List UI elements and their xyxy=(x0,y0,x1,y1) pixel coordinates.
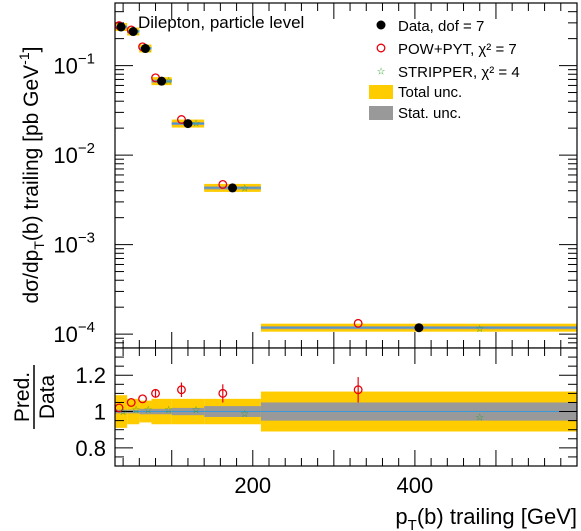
y-axis-label-sup: -1 xyxy=(16,52,32,65)
pow-pyt-point xyxy=(353,318,363,328)
ratio-y-tick-label: 0.8 xyxy=(75,436,106,461)
stripper-point: ☆ xyxy=(475,324,484,335)
stripper-point: ☆ xyxy=(240,409,249,420)
data-point xyxy=(116,22,126,32)
ratio-y-tick-label: 1 xyxy=(94,400,106,425)
ratio-y-axis-label: Pred. Data xyxy=(11,365,59,429)
data-point xyxy=(140,44,150,54)
stripper-point: ☆ xyxy=(192,405,201,416)
y-tick-label: 10−1 xyxy=(53,51,95,79)
y-tick-base: 10 xyxy=(53,322,77,347)
pow-pyt-point xyxy=(177,385,186,395)
pow-pyt-point xyxy=(138,394,148,404)
y-axis-label-c: ] xyxy=(20,47,43,53)
top-plot-area xyxy=(115,3,577,348)
pow-pyt-point xyxy=(376,43,386,53)
pow-pyt-point xyxy=(218,388,228,398)
y-tick-exp: −3 xyxy=(78,230,95,247)
data-point xyxy=(376,20,386,30)
y-axis-label-a: dσ/dp xyxy=(20,250,43,304)
stripper-point: ☆ xyxy=(132,405,141,416)
ratio-label-denominator: Data xyxy=(36,375,59,420)
x-axis-label-p: p xyxy=(395,504,407,529)
y-axis-label-sub: T xyxy=(31,241,47,250)
stripper-point: ☆ xyxy=(164,405,173,416)
stripper-point: ☆ xyxy=(192,118,201,129)
legend: Data, dof = 7 POW+PYT, χ² = 7 ☆ STRIPPER, χ… xyxy=(369,18,520,122)
pow-pyt-point xyxy=(218,179,228,189)
x-tick-label: 400 xyxy=(397,473,434,498)
data-point xyxy=(183,119,193,129)
data-point xyxy=(414,323,424,333)
axis-labels: pT(b) trailing [GeV]dσ/dpT(b) trailing [… xyxy=(11,47,577,531)
y-tick-exp: −4 xyxy=(78,319,95,336)
x-tick-label: 200 xyxy=(234,473,271,498)
ratio-label-numerator: Pred. xyxy=(11,372,34,422)
y-tick-base: 10 xyxy=(53,143,77,168)
y-tick-label: 10−2 xyxy=(53,140,95,168)
stripper-point: ☆ xyxy=(475,412,484,423)
legend-swatch xyxy=(369,106,393,120)
y-tick-label: 10−4 xyxy=(53,319,95,347)
stripper-point: ☆ xyxy=(240,183,249,194)
y-tick-label: 10−3 xyxy=(53,230,95,258)
y-tick-exp: −2 xyxy=(78,140,95,157)
stripper-point: ☆ xyxy=(144,405,153,416)
pow-pyt-point xyxy=(126,398,136,407)
x-axis-label: pT(b) trailing [GeV] xyxy=(395,504,577,531)
ratio-frame xyxy=(114,347,578,467)
data-point xyxy=(157,76,167,86)
ratio-y-tick-label: 1.2 xyxy=(75,363,106,388)
y-axis-label-b: (b) trailing [pb GeV xyxy=(20,65,43,241)
ratio-panel: 0.811.2☆ ☆ ☆ ☆ ☆ ☆ ☆200 400 xyxy=(75,347,578,498)
y-axis-label: dσ/dpT(b) trailing [pb GeV-1] xyxy=(16,47,47,304)
pow-pyt-point xyxy=(177,115,186,124)
data-point xyxy=(228,183,238,193)
y-tick-base: 10 xyxy=(53,233,77,258)
x-axis-label-sub: T xyxy=(408,517,417,531)
stripper-point: ☆ xyxy=(164,76,173,87)
legend-swatch xyxy=(369,85,393,99)
y-tick-exp: −1 xyxy=(78,51,95,68)
legend-label: Stat. unc. xyxy=(398,105,461,122)
stripper-point: ☆ xyxy=(377,66,386,77)
legend-label: STRIPPER, χ² = 4 xyxy=(398,64,520,81)
pow-pyt-point xyxy=(353,385,363,395)
y-tick-base: 10 xyxy=(53,54,77,79)
legend-label: POW+PYT, χ² = 7 xyxy=(398,41,517,58)
legend-label: Data, dof = 7 xyxy=(398,18,484,35)
top-panel: 10−110−210−310−4☆☆☆☆☆☆☆Dilepton, particl… xyxy=(53,2,578,349)
stripper-point: ☆ xyxy=(119,407,128,418)
x-axis-label-rest: (b) trailing [GeV] xyxy=(417,504,577,529)
legend-label: Total unc. xyxy=(398,84,462,101)
chart-title: Dilepton, particle level xyxy=(138,13,304,32)
data-point xyxy=(128,27,138,37)
pow-pyt-point xyxy=(151,388,160,398)
